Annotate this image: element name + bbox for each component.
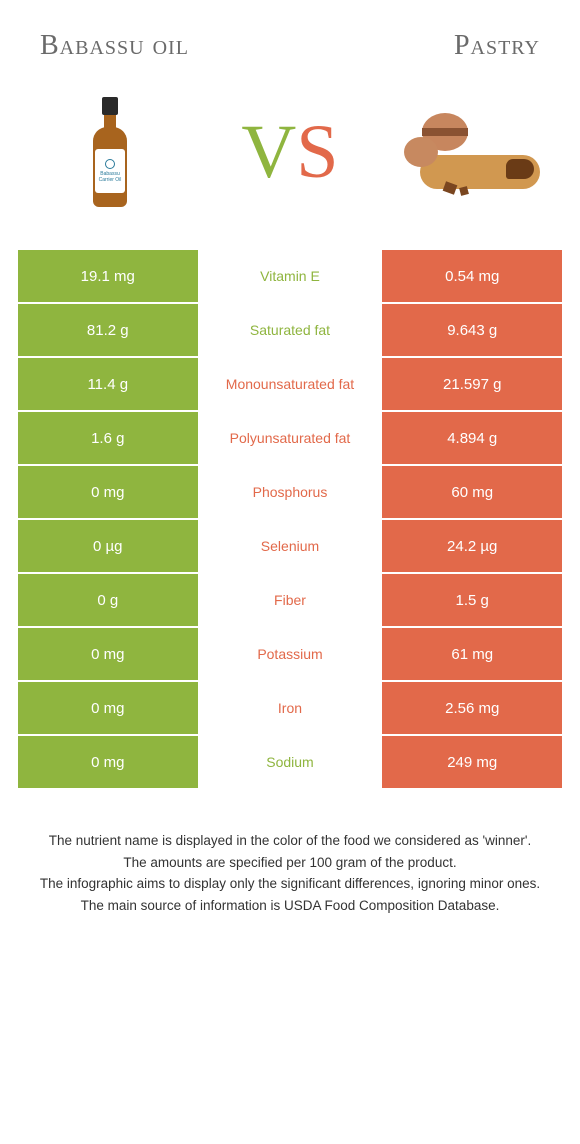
- footnote-line: The nutrient name is displayed in the co…: [26, 830, 554, 852]
- right-value: 0.54 mg: [382, 250, 562, 302]
- nutrient-name: Monounsaturated fat: [198, 358, 383, 410]
- nutrient-name: Iron: [198, 682, 383, 734]
- right-value: 9.643 g: [382, 304, 562, 356]
- oil-bottle-icon: BabassuCarrier Oil: [90, 97, 130, 207]
- left-value: 0 mg: [18, 628, 198, 680]
- right-food-title: Pastry: [454, 30, 540, 62]
- vs-label: VS: [241, 109, 338, 196]
- nutrient-name: Selenium: [198, 520, 383, 572]
- left-value: 0 mg: [18, 682, 198, 734]
- left-value: 19.1 mg: [18, 250, 198, 302]
- nutrient-name: Vitamin E: [198, 250, 383, 302]
- left-value: 11.4 g: [18, 358, 198, 410]
- babassu-oil-image: BabassuCarrier Oil: [40, 82, 180, 222]
- table-row: 0 mgSodium249 mg: [18, 736, 562, 788]
- header: Babassu oil Pastry: [0, 0, 580, 72]
- left-value: 0 µg: [18, 520, 198, 572]
- table-row: 0 mgPotassium61 mg: [18, 628, 562, 680]
- right-value: 249 mg: [382, 736, 562, 788]
- nutrient-name: Polyunsaturated fat: [198, 412, 383, 464]
- pastry-icon: [400, 107, 540, 197]
- table-row: 0 µgSelenium24.2 µg: [18, 520, 562, 572]
- nutrient-name: Potassium: [198, 628, 383, 680]
- left-value: 0 mg: [18, 736, 198, 788]
- left-food-title: Babassu oil: [40, 30, 189, 62]
- infographic-container: Babassu oil Pastry BabassuCarrier Oil VS: [0, 0, 580, 946]
- right-value: 1.5 g: [382, 574, 562, 626]
- nutrient-name: Phosphorus: [198, 466, 383, 518]
- table-row: 1.6 gPolyunsaturated fat4.894 g: [18, 412, 562, 464]
- left-value: 1.6 g: [18, 412, 198, 464]
- footnote-line: The main source of information is USDA F…: [26, 895, 554, 917]
- table-row: 0 mgIron2.56 mg: [18, 682, 562, 734]
- left-value: 0 g: [18, 574, 198, 626]
- left-value: 81.2 g: [18, 304, 198, 356]
- table-row: 11.4 gMonounsaturated fat21.597 g: [18, 358, 562, 410]
- right-value: 21.597 g: [382, 358, 562, 410]
- right-value: 61 mg: [382, 628, 562, 680]
- right-value: 2.56 mg: [382, 682, 562, 734]
- right-value: 60 mg: [382, 466, 562, 518]
- left-value: 0 mg: [18, 466, 198, 518]
- footnotes: The nutrient name is displayed in the co…: [0, 790, 580, 946]
- vs-s: S: [296, 110, 338, 194]
- right-value: 24.2 µg: [382, 520, 562, 572]
- nutrient-name: Saturated fat: [198, 304, 383, 356]
- footnote-line: The amounts are specified per 100 gram o…: [26, 852, 554, 874]
- nutrient-name: Sodium: [198, 736, 383, 788]
- footnote-line: The infographic aims to display only the…: [26, 873, 554, 895]
- images-row: BabassuCarrier Oil VS: [0, 72, 580, 242]
- table-row: 19.1 mgVitamin E0.54 mg: [18, 250, 562, 302]
- table-row: 0 gFiber1.5 g: [18, 574, 562, 626]
- pastry-image: [400, 82, 540, 222]
- vs-v: V: [241, 110, 296, 194]
- right-value: 4.894 g: [382, 412, 562, 464]
- nutrient-table: 19.1 mgVitamin E0.54 mg81.2 gSaturated f…: [18, 250, 562, 788]
- table-row: 0 mgPhosphorus60 mg: [18, 466, 562, 518]
- table-row: 81.2 gSaturated fat9.643 g: [18, 304, 562, 356]
- nutrient-name: Fiber: [198, 574, 383, 626]
